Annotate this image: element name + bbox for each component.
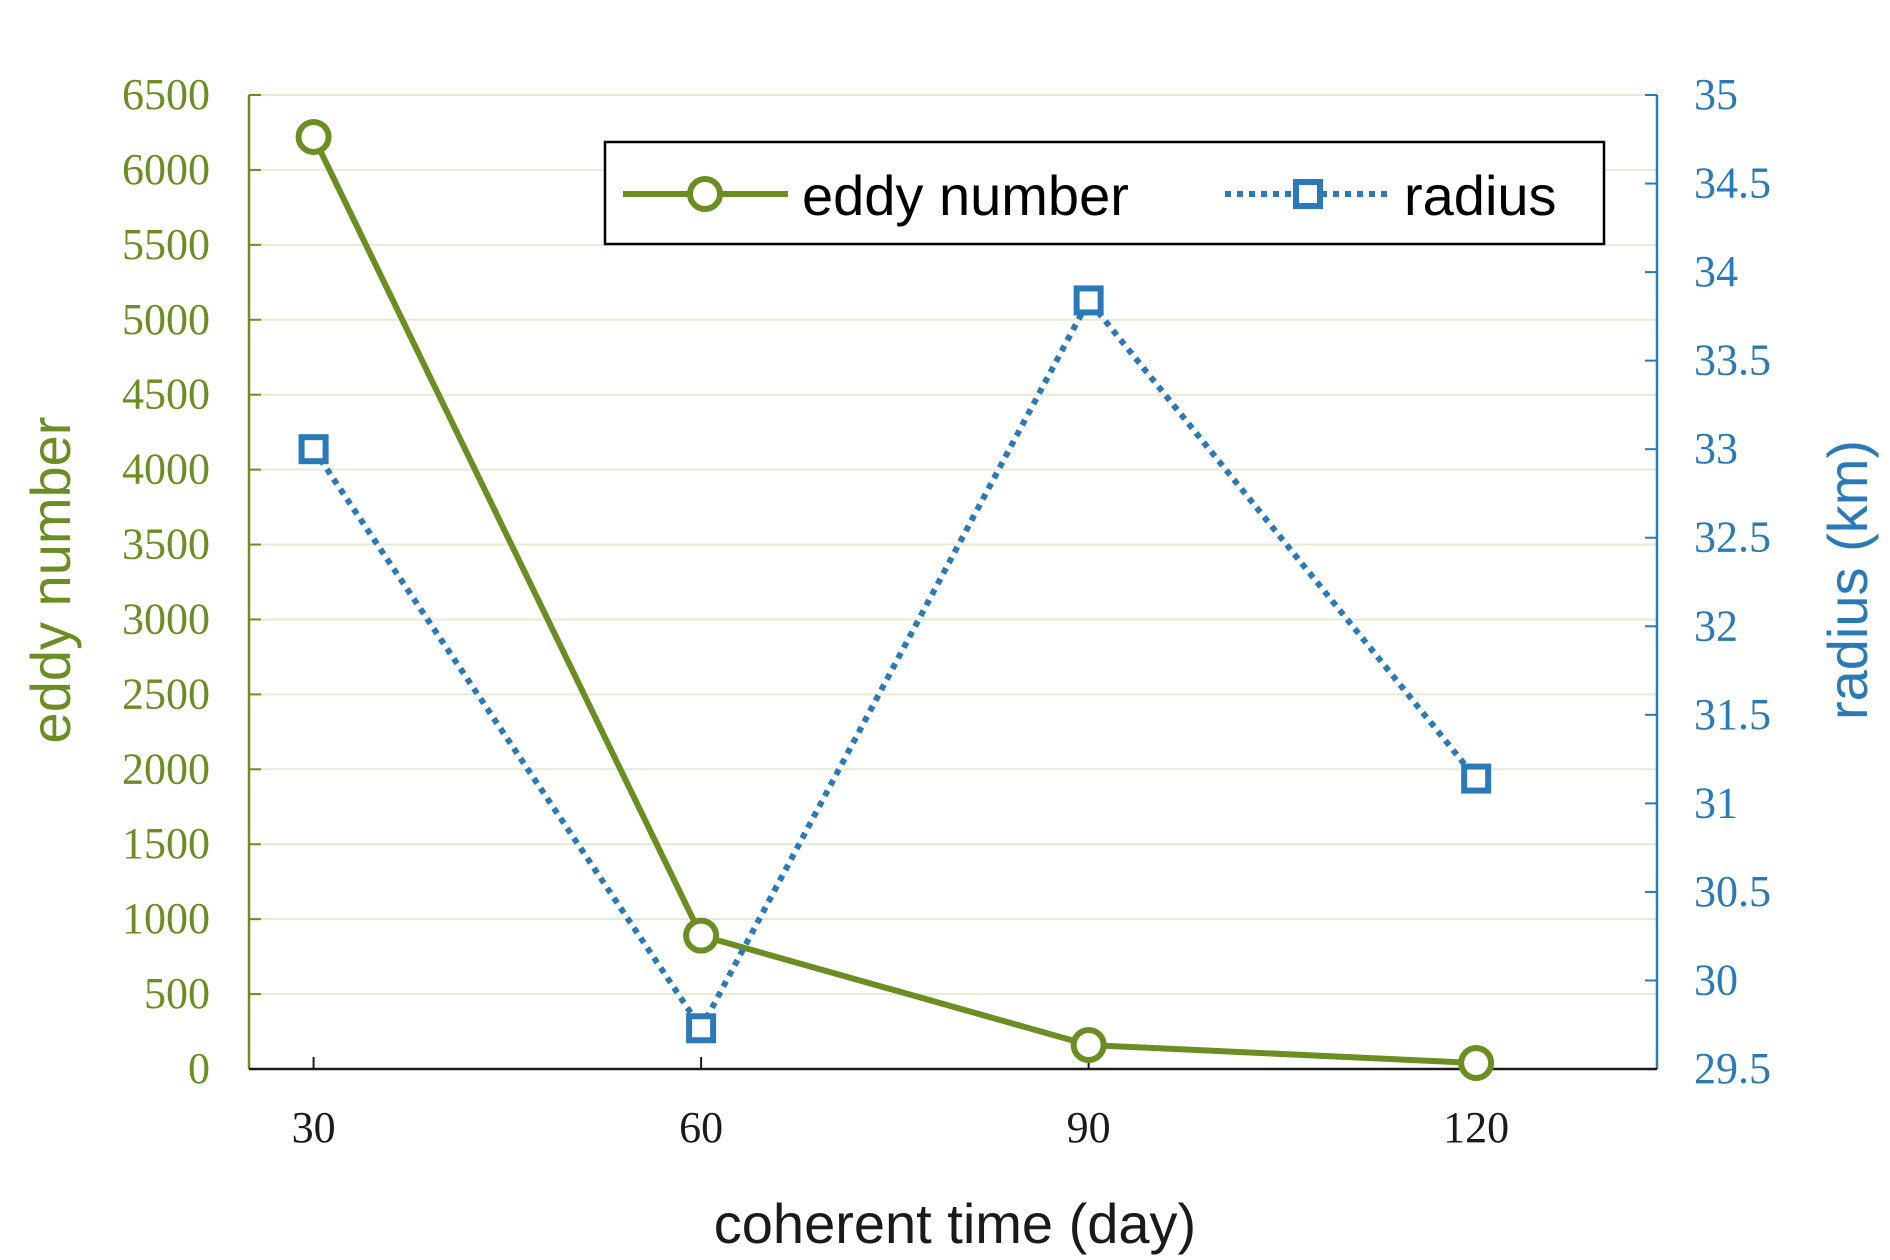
radius-marker (686, 1013, 717, 1044)
series-layer (295, 118, 1495, 1082)
eddy-number-marker (1070, 1027, 1107, 1064)
left-tick-label: 5000 (122, 295, 210, 344)
left-tick-label: 1500 (122, 819, 210, 868)
right-tick-label: 32.5 (1694, 513, 1771, 562)
radius-marker (298, 434, 329, 465)
left-tick-label: 6500 (122, 70, 210, 119)
right-tick-label: 30.5 (1694, 867, 1771, 916)
eddy-number-marker (683, 917, 720, 954)
left-tick-label: 1000 (122, 894, 210, 943)
right-tick-label: 29.5 (1694, 1044, 1771, 1093)
radius-line (311, 297, 1479, 1032)
x-tick-label: 90 (1067, 1103, 1111, 1152)
right-tick-label: 33 (1694, 424, 1738, 473)
tick-labels: 0 500 1000 1500 2000 2500 3000 3500 4000 4500 5000… (122, 70, 1771, 1152)
eddy-number-line (310, 135, 1477, 1067)
legend-eddy-number-label: eddy number (802, 164, 1129, 227)
radius-marker (1073, 285, 1104, 316)
right-tick-label: 31.5 (1694, 690, 1771, 739)
radius-marker (1461, 763, 1492, 794)
x-tick-label: 30 (292, 1103, 336, 1152)
right-tick-label: 32 (1694, 601, 1738, 650)
left-tick-label: 5500 (122, 220, 210, 269)
right-tick-label: 34.5 (1694, 159, 1771, 208)
x-axis-title: coherent time (day) (714, 1192, 1196, 1255)
legend-eddy-number-marker (687, 176, 723, 212)
left-tick-label: 2500 (122, 669, 210, 718)
right-tick-label: 31 (1694, 778, 1738, 827)
eddy-number-marker (295, 118, 332, 155)
right-tick-label: 33.5 (1694, 336, 1771, 385)
left-tick-label: 4500 (122, 370, 210, 419)
legend-radius-marker (1293, 179, 1323, 209)
eddy-number-marker (1458, 1045, 1495, 1082)
right-tick-label: 30 (1694, 955, 1738, 1004)
left-tick-label: 2000 (122, 744, 210, 793)
legend: eddy number radius (603, 140, 1606, 246)
x-tick-label: 60 (679, 1103, 723, 1152)
axes (247, 94, 1659, 1071)
left-tick-label: 3000 (122, 594, 210, 643)
left-tick-label: 0 (188, 1044, 210, 1093)
left-tick-label: 6000 (122, 145, 210, 194)
left-tick-label: 3500 (122, 520, 210, 569)
left-axis-title: eddy number (19, 417, 82, 744)
right-tick-label: 34 (1694, 247, 1738, 296)
x-tick-label: 120 (1443, 1103, 1509, 1152)
left-tick-label: 4000 (122, 445, 210, 494)
legend-radius-label: radius (1404, 164, 1557, 227)
grid-lines (249, 94, 1657, 996)
right-tick-label: 35 (1694, 70, 1738, 119)
right-axis-title: radius (km) (1816, 440, 1879, 720)
left-tick-label: 500 (144, 969, 210, 1018)
